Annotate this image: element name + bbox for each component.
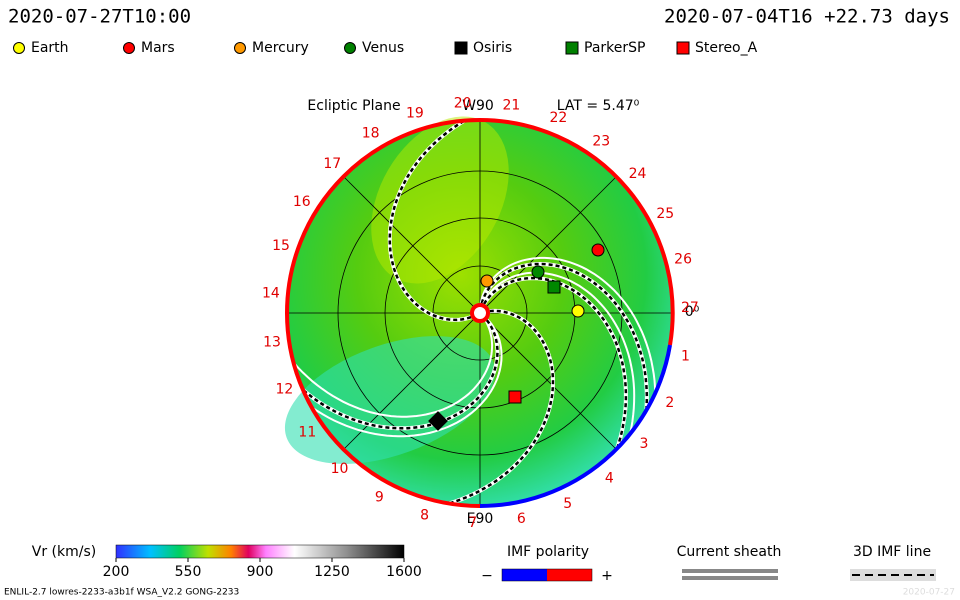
carrington-label: 14 — [262, 286, 280, 302]
colorbar — [115, 544, 405, 559]
carrington-label: 15 — [272, 238, 290, 254]
legend-label: Venus — [362, 40, 404, 56]
imf-line — [388, 119, 472, 322]
imf-bar — [501, 568, 593, 582]
carrington-label: 9 — [375, 489, 384, 505]
carrington-label: 8 — [420, 508, 429, 524]
stereo-a — [508, 390, 522, 404]
footer-left: ENLIL-2.7 lowres-2233-a3b1f WSA_V2.2 GON… — [4, 588, 239, 598]
carrington-label: 6 — [517, 511, 526, 527]
carrington-label: 10 — [331, 461, 349, 477]
carrington-label: 21 — [502, 97, 520, 113]
imf-line — [480, 262, 649, 411]
legend-label: Osiris — [473, 40, 512, 56]
field-line — [482, 271, 636, 435]
carrington-label: 7 — [468, 515, 477, 531]
field-line — [292, 320, 494, 418]
earth — [571, 304, 585, 318]
colorbar-label: Vr (km/s) — [32, 544, 96, 560]
polarity-arc — [479, 344, 672, 508]
legend-label: Earth — [31, 40, 69, 56]
lat-label: LAT = 5.47⁰ — [557, 98, 640, 114]
legend-label: Mercury — [252, 40, 309, 56]
osiris — [428, 411, 448, 431]
sun — [470, 303, 490, 323]
colorbar-tick-label: 550 — [175, 564, 202, 580]
colorbar-tick-label: 1600 — [386, 564, 422, 580]
spirals — [292, 118, 657, 506]
imf-line-title: 3D IMF line — [853, 544, 931, 560]
carrington-label: 16 — [293, 194, 311, 210]
colorbar-tick-label: 1250 — [314, 564, 350, 580]
colorbar-tick-label: 900 — [247, 564, 274, 580]
legend-marker — [676, 41, 690, 55]
legend-label: Mars — [141, 40, 175, 56]
legend-marker — [123, 42, 135, 54]
carrington-label: 3 — [640, 436, 649, 452]
polarity-arc — [285, 118, 481, 508]
carrington-label: 1 — [681, 349, 690, 365]
carrington-label: 20 — [454, 96, 472, 112]
imf-title: IMF polarity — [507, 544, 589, 560]
imf-line — [302, 319, 499, 430]
sheath-line — [682, 576, 778, 580]
bodies — [428, 243, 605, 431]
parkersp — [547, 280, 561, 294]
sheath-title: Current sheath — [677, 544, 782, 560]
carrington-label: 23 — [592, 134, 610, 150]
carrington-label: 27 — [681, 300, 699, 316]
footer-right: 2020-07-27 — [903, 588, 955, 598]
time-label: 2020-07-27T10:00 — [8, 6, 191, 28]
legend-label: ParkerSP — [584, 40, 645, 56]
imf-line — [448, 309, 555, 505]
carrington-label: 12 — [276, 382, 294, 398]
polarity-arc — [479, 118, 675, 346]
carrington-label: 5 — [563, 496, 572, 512]
mercury — [480, 274, 494, 288]
field-line — [311, 318, 503, 438]
plot-title: Ecliptic Plane — [307, 98, 400, 114]
legend-label: Stereo_A — [695, 40, 758, 56]
w90-label: W90 — [462, 98, 494, 114]
imf-plus: + — [601, 568, 613, 584]
sheath-line — [682, 569, 778, 573]
mars — [591, 243, 605, 257]
legend-marker — [13, 42, 25, 54]
carrington-label: 24 — [629, 166, 647, 182]
legend-marker — [565, 41, 579, 55]
imf-minus: − — [481, 568, 493, 584]
zero-label: 0⁰ — [685, 304, 700, 320]
legend-marker — [344, 42, 356, 54]
carrington-label: 19 — [406, 105, 424, 121]
legend-marker — [454, 41, 468, 55]
carrington-label: 13 — [263, 334, 281, 350]
run-label: 2020-07-04T16 +22.73 days — [664, 6, 950, 28]
carrington-label: 18 — [362, 126, 380, 142]
imf-line — [483, 276, 628, 450]
carrington-label: 22 — [550, 110, 568, 126]
carrington-label: 25 — [656, 206, 674, 222]
carrington-label: 17 — [323, 156, 341, 172]
slow-stream — [284, 336, 496, 464]
colorbar-tick-label: 200 — [103, 564, 130, 580]
carrington-label: 4 — [605, 470, 614, 486]
carrington-label: 2 — [665, 395, 674, 411]
fast-stream — [371, 116, 509, 284]
venus — [531, 265, 545, 279]
field-line — [479, 256, 657, 394]
carrington-label: 11 — [298, 425, 316, 441]
e90-label: E90 — [467, 511, 494, 527]
legend-marker — [234, 42, 246, 54]
carrington-label: 26 — [674, 252, 692, 268]
